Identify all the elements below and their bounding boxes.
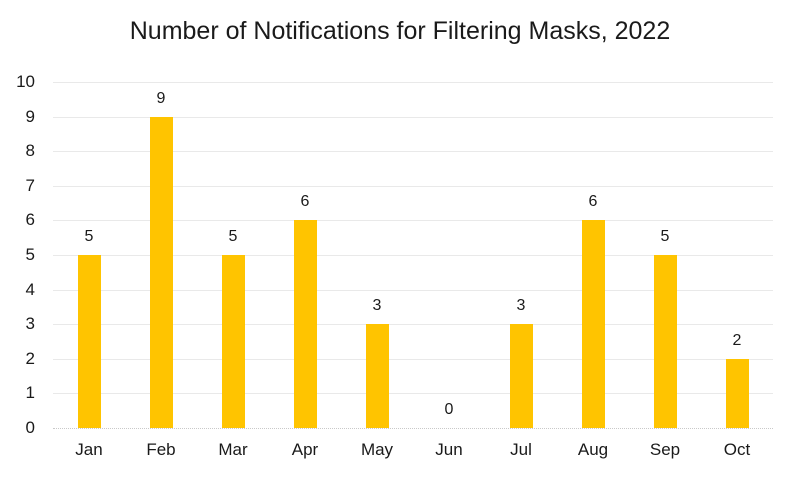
bar-value-label: 3 bbox=[516, 297, 526, 315]
bar-jul bbox=[509, 324, 533, 428]
y-tick-label: 0 bbox=[25, 418, 35, 437]
y-tick-label: 10 bbox=[16, 72, 35, 91]
x-tick-label: May bbox=[360, 440, 394, 459]
x-tick-label: Jul bbox=[510, 440, 532, 459]
y-axis-labels: 0 1 2 3 4 5 6 7 8 9 10 bbox=[0, 72, 35, 437]
y-tick-label: 5 bbox=[25, 245, 35, 264]
bar-value-label: 5 bbox=[660, 228, 670, 245]
gridline bbox=[53, 116, 773, 118]
bar-value-label: 9 bbox=[156, 89, 166, 107]
y-tick-label: 6 bbox=[25, 210, 35, 230]
bar-mar bbox=[221, 255, 245, 428]
bar-value-label: 3 bbox=[372, 297, 382, 315]
gridline bbox=[53, 358, 773, 360]
y-tick-label: 4 bbox=[25, 279, 35, 299]
gridline bbox=[53, 185, 773, 187]
bar-value-label: 6 bbox=[300, 193, 310, 211]
bar-value-label: 2 bbox=[732, 331, 742, 349]
x-tick-label: Aug bbox=[577, 440, 609, 459]
bar-aug bbox=[581, 220, 605, 428]
bar-oct bbox=[725, 358, 749, 428]
x-tick-label: Oct bbox=[723, 440, 751, 459]
gridline bbox=[53, 82, 773, 83]
gridline bbox=[53, 324, 773, 326]
y-tick-label: 8 bbox=[25, 141, 35, 161]
y-tick-label: 7 bbox=[25, 175, 35, 195]
gridline bbox=[53, 151, 773, 153]
gridline bbox=[53, 289, 773, 291]
bar-value-label: 5 bbox=[84, 228, 94, 245]
bar-sep bbox=[653, 255, 677, 428]
y-tick-label: 3 bbox=[25, 314, 35, 334]
gridline bbox=[53, 255, 773, 256]
chart-title: Number of Notifications for Filtering Ma… bbox=[129, 17, 671, 45]
x-tick-label: Apr bbox=[291, 440, 319, 459]
gridline bbox=[53, 393, 773, 395]
bar-may bbox=[365, 324, 389, 428]
plot-area: 5 Jan 9 Feb 5 Mar 6 Apr 3 May 0 Jun 3 Jul 6 Aug 5 Sep 2 Oct bbox=[53, 82, 773, 459]
bar-feb bbox=[149, 116, 173, 428]
bar-value-label: 5 bbox=[228, 228, 238, 245]
bar-apr bbox=[293, 220, 317, 428]
x-tick-label: Jun bbox=[435, 440, 463, 459]
y-tick-label: 1 bbox=[25, 383, 35, 403]
x-tick-label: Feb bbox=[146, 440, 176, 459]
x-tick-label: Mar bbox=[218, 440, 248, 459]
y-tick-label: 9 bbox=[25, 106, 35, 126]
bar-jan bbox=[77, 255, 101, 428]
bar-value-label: 6 bbox=[588, 193, 598, 211]
gridline bbox=[53, 220, 773, 222]
x-axis-line bbox=[53, 428, 773, 429]
bar-value-label: 0 bbox=[444, 401, 454, 418]
y-tick-label: 2 bbox=[25, 348, 35, 368]
x-tick-label: Sep bbox=[649, 440, 681, 459]
x-tick-label: Jan bbox=[75, 440, 103, 459]
